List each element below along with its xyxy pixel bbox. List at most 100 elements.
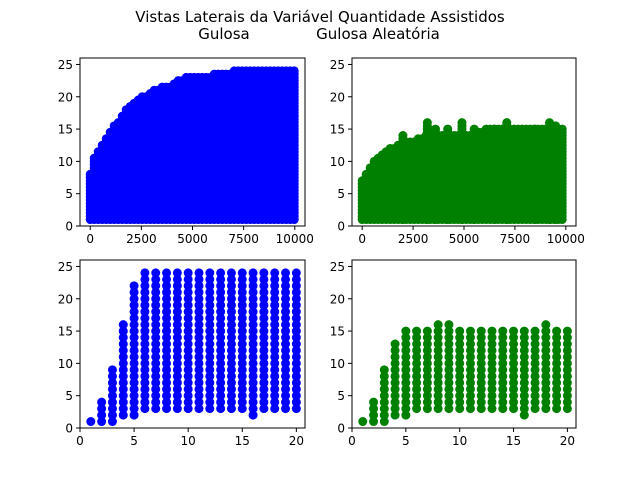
scatter-point: [270, 365, 280, 375]
scatter-point: [140, 307, 150, 317]
figure-title-gulosa-aleatoria: Gulosa Aleatória: [316, 25, 440, 43]
scatter-point: [172, 268, 182, 278]
scatter-point: [205, 294, 215, 304]
y-tick-label: 15: [330, 325, 345, 339]
scatter-point: [443, 124, 453, 134]
scatter-point: [390, 397, 400, 407]
scatter-point: [237, 339, 247, 349]
scatter-point: [140, 287, 150, 297]
scatter-point: [465, 358, 475, 368]
scatter-point: [541, 365, 551, 375]
scatter-point: [237, 320, 247, 330]
scatter-point: [248, 313, 258, 323]
scatter-point: [379, 365, 389, 375]
y-tick-label: 10: [330, 155, 345, 169]
scatter-point: [412, 371, 422, 381]
scatter-point: [455, 391, 465, 401]
scatter-point: [369, 404, 379, 414]
x-tick-label: 15: [506, 434, 521, 448]
scatter-point: [476, 339, 486, 349]
y-tick-label: 10: [58, 357, 73, 371]
scatter-point: [519, 358, 529, 368]
scatter-point: [379, 410, 389, 420]
scatter-point: [107, 410, 117, 420]
scatter-points: [85, 66, 299, 225]
scatter-point: [226, 307, 236, 317]
scatter-point: [390, 384, 400, 394]
scatter-point: [226, 365, 236, 375]
scatter-point: [476, 391, 486, 401]
scatter-point: [433, 371, 443, 381]
scatter-point: [519, 345, 529, 355]
axes-frame: [79, 259, 306, 429]
scatter-point: [270, 274, 280, 284]
panel-top-right: 0 2500 5000 7500 10000 0 5 10 15 20 25: [330, 57, 585, 246]
scatter-point: [140, 384, 150, 394]
scatter-point: [498, 404, 508, 414]
scatter-point: [140, 352, 150, 362]
scatter-point: [183, 333, 193, 343]
scatter-point: [433, 352, 443, 362]
scatter-point: [162, 404, 172, 414]
scatter-point: [194, 274, 204, 284]
scatter-point: [476, 333, 486, 343]
scatter-point: [129, 384, 139, 394]
scatter-point: [226, 300, 236, 310]
scatter-point: [107, 365, 117, 375]
scatter-point: [248, 384, 258, 394]
scatter-point: [205, 397, 215, 407]
scatter-point: [270, 345, 280, 355]
scatter-point: [118, 397, 128, 407]
scatter-point: [270, 294, 280, 304]
scatter-point: [502, 118, 512, 128]
scatter-point: [248, 365, 258, 375]
scatter-point: [129, 391, 139, 401]
scatter-point: [259, 391, 269, 401]
scatter-point: [248, 307, 258, 317]
scatter-point: [151, 352, 161, 362]
scatter-point: [465, 378, 475, 388]
scatter-point: [457, 118, 467, 128]
scatter-point: [216, 345, 226, 355]
scatter-point: [281, 391, 291, 401]
scatter-point: [433, 404, 443, 414]
scatter-point: [390, 365, 400, 375]
scatter-point: [530, 378, 540, 388]
scatter-point: [412, 333, 422, 343]
scatter-point: [422, 397, 432, 407]
scatter-point: [194, 352, 204, 362]
scatter-point: [412, 365, 422, 375]
scatter-point: [487, 391, 497, 401]
scatter-point: [172, 326, 182, 336]
scatter-point: [444, 339, 454, 349]
scatter-point: [291, 352, 301, 362]
scatter-point: [444, 391, 454, 401]
scatter-point: [519, 378, 529, 388]
scatter-point: [281, 281, 291, 291]
scatter-point: [183, 371, 193, 381]
scatter-point: [509, 397, 519, 407]
scatter-point: [519, 391, 529, 401]
scatter-point: [498, 326, 508, 336]
scatter-point: [172, 339, 182, 349]
scatter-point: [552, 352, 562, 362]
scatter-point: [107, 384, 117, 394]
scatter-point: [162, 274, 172, 284]
scatter-point: [487, 384, 497, 394]
scatter-point: [107, 397, 117, 407]
scatter-point: [270, 268, 280, 278]
scatter-point: [444, 320, 454, 330]
scatter-point: [129, 404, 139, 414]
scatter-point: [151, 294, 161, 304]
scatter-point: [444, 371, 454, 381]
scatter-point: [259, 274, 269, 284]
scatter-point: [216, 352, 226, 362]
scatter-point: [151, 326, 161, 336]
scatter-point: [151, 287, 161, 297]
scatter-point: [140, 274, 150, 284]
scatter-point: [162, 333, 172, 343]
scatter-point: [140, 345, 150, 355]
scatter-point: [129, 345, 139, 355]
scatter-point: [162, 300, 172, 310]
scatter-point: [226, 339, 236, 349]
